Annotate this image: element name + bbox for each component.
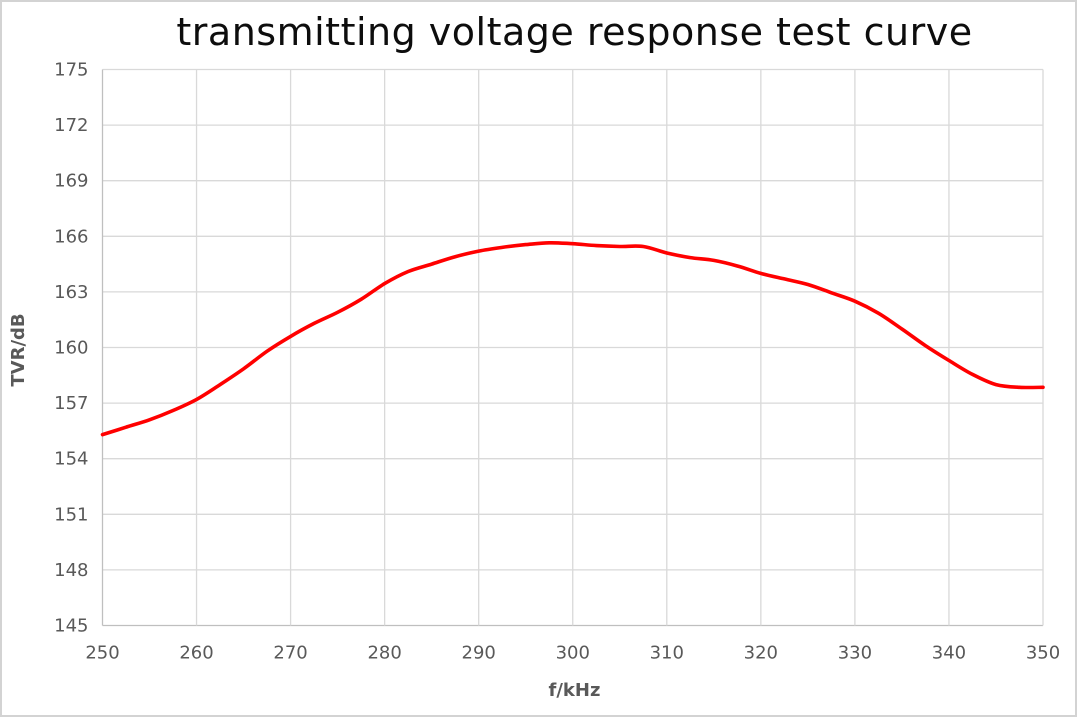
tick-label-y-145: 145 <box>54 616 88 637</box>
tick-label-y-166: 166 <box>54 226 88 247</box>
x-axis-label: f/kHz <box>548 680 601 701</box>
tick-label-y-160: 160 <box>54 338 88 359</box>
tick-label-x-270: 270 <box>273 643 307 664</box>
tick-label-x-350: 350 <box>1026 643 1060 664</box>
tick-label-y-148: 148 <box>54 560 88 581</box>
tick-label-y-169: 169 <box>54 171 88 192</box>
tick-label-x-280: 280 <box>367 643 401 664</box>
tick-label-x-330: 330 <box>838 643 872 664</box>
tick-label-y-163: 163 <box>54 282 88 303</box>
tick-label-x-310: 310 <box>650 643 684 664</box>
tick-label-x-290: 290 <box>462 643 496 664</box>
tick-label-x-340: 340 <box>932 643 966 664</box>
tick-label-x-300: 300 <box>556 643 590 664</box>
tick-label-x-260: 260 <box>179 643 213 664</box>
tick-label-y-175: 175 <box>54 60 88 81</box>
curve-series-0 <box>100 240 1045 437</box>
tick-label-x-320: 320 <box>744 643 778 664</box>
tick-label-x-250: 250 <box>85 643 119 664</box>
tick-label-y-154: 154 <box>54 449 88 470</box>
tick-label-y-157: 157 <box>54 393 88 414</box>
chart-title: transmitting voltage response test curve <box>176 10 973 54</box>
tick-label-y-172: 172 <box>54 115 88 136</box>
tick-label-y-151: 151 <box>54 504 88 525</box>
